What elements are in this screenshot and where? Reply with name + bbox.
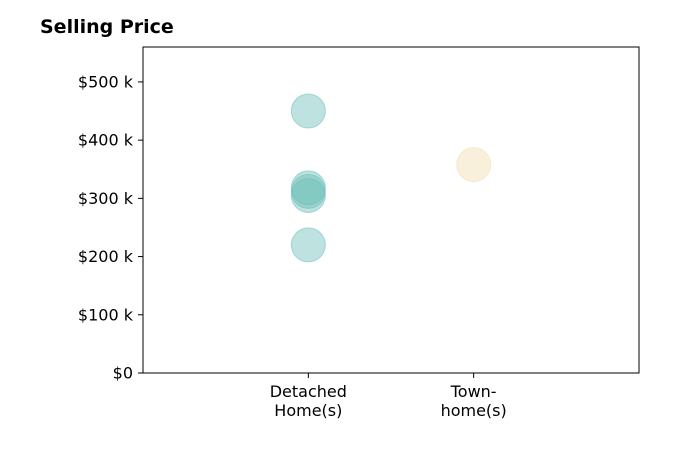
data-point bbox=[290, 93, 326, 129]
x-axis: Detached Home(s) Town-home(s) bbox=[270, 373, 507, 420]
x-tick-label: Detached Home(s) bbox=[270, 382, 347, 420]
data-point bbox=[290, 177, 326, 213]
y-tick-label: $500 k bbox=[78, 72, 134, 91]
plot-frame bbox=[142, 46, 640, 374]
x-tick-label: Town-home(s) bbox=[441, 382, 507, 420]
data-point bbox=[456, 147, 492, 183]
y-tick-label: $300 k bbox=[78, 189, 134, 208]
y-tick-label: $200 k bbox=[78, 247, 134, 266]
y-tick-label: $0 bbox=[113, 364, 133, 383]
y-tick-label: $400 k bbox=[78, 131, 134, 150]
data-point bbox=[290, 227, 326, 263]
y-axis: $0 $100 k $200 k $300 k $400 k $500 k bbox=[78, 72, 143, 383]
y-tick-label: $100 k bbox=[78, 305, 134, 324]
chart-title: Selling Price bbox=[40, 16, 174, 38]
data-points bbox=[290, 93, 492, 263]
